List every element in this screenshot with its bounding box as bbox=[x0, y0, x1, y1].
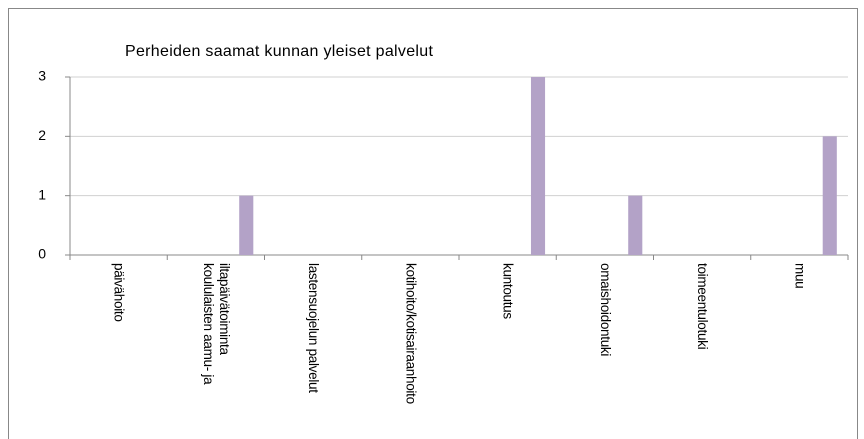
bar bbox=[239, 195, 254, 255]
bar bbox=[628, 195, 643, 255]
y-tick-label: 2 bbox=[38, 127, 46, 143]
x-tick-label: kotihoito/kotisairaanhoito bbox=[403, 263, 419, 404]
chart-title: Perheiden saamat kunnan yleiset palvelut bbox=[125, 43, 433, 60]
bar bbox=[822, 136, 837, 255]
y-tick-label: 1 bbox=[38, 186, 46, 202]
y-tick-label: 0 bbox=[38, 246, 46, 262]
chart-border bbox=[8, 8, 858, 439]
x-tick-label: päivähoito bbox=[111, 263, 127, 322]
y-tick-label: 3 bbox=[38, 68, 46, 84]
x-tick-label: omaishoidontuki bbox=[597, 263, 613, 357]
x-tick-label: lastensuojelun palvelut bbox=[306, 263, 322, 393]
x-tick-label: toimeentulotuki bbox=[695, 263, 711, 350]
x-tick-label: koululaisten aamu- ja iltapäivätoiminta bbox=[200, 263, 232, 385]
x-tick-label: muu bbox=[792, 263, 808, 289]
x-tick-label: kuntoutus bbox=[500, 263, 516, 319]
bar bbox=[530, 77, 546, 255]
